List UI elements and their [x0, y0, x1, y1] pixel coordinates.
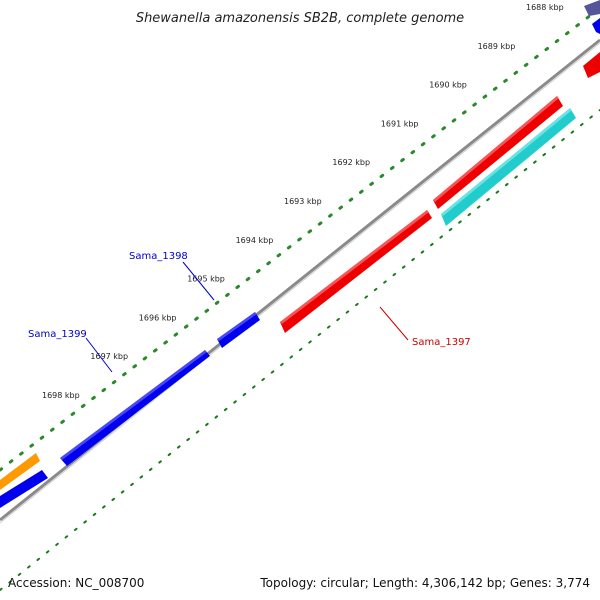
tick-labels: 1688 kbp 1689 kbp 1690 kbp 1691 kbp 1692 kbp…: [42, 3, 564, 400]
title-text: Shewanella amazonensis SB2B, complete ge…: [136, 11, 464, 26]
gene-label-sama-1398[interactable]: Sama_1398: [129, 251, 188, 262]
gene-labels: Sama_1398 Sama_1399 Sama_1397: [28, 251, 471, 348]
gene-sama-1399[interactable]: [60, 350, 210, 466]
summary-text: Topology: circular; Length: 4,306,142 bp…: [259, 576, 590, 590]
genes: [0, 0, 600, 508]
gene-leaders: [85, 261, 409, 373]
gene-slate-topright[interactable]: [584, 0, 600, 16]
tick-label: 1693 kbp: [284, 197, 322, 206]
tick-label: 1694 kbp: [236, 236, 274, 245]
gene-red-upper[interactable]: [433, 96, 563, 209]
tick-label: 1690 kbp: [429, 81, 467, 90]
accession-text: Accession: NC_008700: [8, 576, 144, 590]
footer: Accession: NC_008700 Topology: circular;…: [8, 576, 590, 590]
gene-cyan[interactable]: [441, 108, 576, 226]
gene-navy-topright[interactable]: [592, 18, 600, 34]
backbone: [0, 38, 600, 524]
map-title: Shewanella amazonensis SB2B, complete ge…: [136, 11, 464, 26]
gene-sama-1398[interactable]: [217, 312, 260, 348]
outer-dot-track: [0, 6, 600, 472]
tick-label: 1697 kbp: [90, 352, 128, 361]
gene-blue-left[interactable]: [0, 470, 48, 508]
tick-label: 1695 kbp: [187, 275, 225, 284]
tick-label: 1696 kbp: [139, 313, 177, 322]
gene-label-sama-1399[interactable]: Sama_1399: [28, 329, 87, 340]
gene-sama-1397[interactable]: [280, 210, 432, 333]
tick-label: 1688 kbp: [526, 3, 564, 12]
inner-tick-track: [0, 109, 600, 591]
gene-orange-left[interactable]: [0, 453, 40, 490]
tick-label: 1692 kbp: [332, 158, 370, 167]
gene-red-topright[interactable]: [583, 52, 600, 78]
tick-label: 1691 kbp: [381, 119, 419, 128]
gene-label-sama-1397[interactable]: Sama_1397: [412, 337, 471, 348]
tick-label: 1698 kbp: [42, 391, 80, 400]
tick-label: 1689 kbp: [478, 42, 516, 51]
